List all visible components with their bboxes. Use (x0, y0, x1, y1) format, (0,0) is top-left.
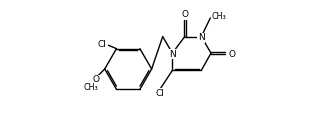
Text: Cl: Cl (97, 40, 106, 49)
Text: Cl: Cl (156, 89, 164, 98)
Text: CH₃: CH₃ (212, 12, 226, 21)
Text: O: O (93, 75, 99, 84)
Text: CH₃: CH₃ (83, 83, 98, 92)
Text: N: N (169, 50, 176, 59)
Text: O: O (181, 10, 188, 19)
Text: O: O (228, 50, 236, 59)
Text: N: N (198, 33, 205, 42)
